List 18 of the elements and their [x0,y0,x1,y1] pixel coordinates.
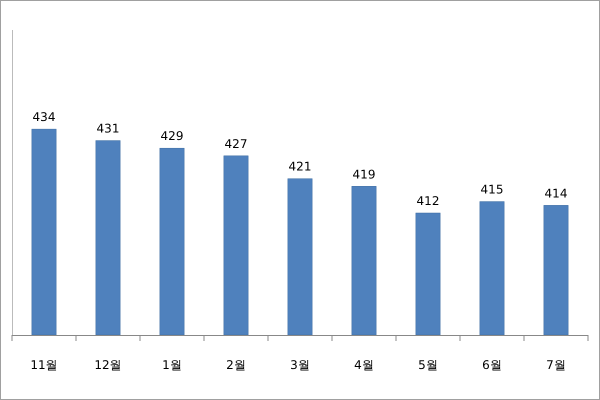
data-label: 434 [32,110,56,124]
x-tick-label: 3월 [290,358,310,372]
x-tick-label: 6월 [482,358,502,372]
data-label: 415 [480,182,504,197]
x-tick-label: 11월 [30,358,58,372]
data-label: 419 [352,167,376,182]
x-tick-label: 7월 [546,358,566,372]
x-tick-label: 12월 [94,358,122,372]
x-tick-label: 4월 [354,358,374,372]
data-label: 412 [416,194,440,208]
data-label: 427 [224,136,248,151]
x-tick-label: 1월 [162,358,182,372]
data-label: 414 [544,186,568,200]
x-tick-label: 2월 [226,358,246,372]
data-label: 429 [160,129,184,144]
data-label: 421 [288,160,312,174]
data-label: 431 [96,122,120,136]
x-tick-label: 5월 [418,358,438,372]
